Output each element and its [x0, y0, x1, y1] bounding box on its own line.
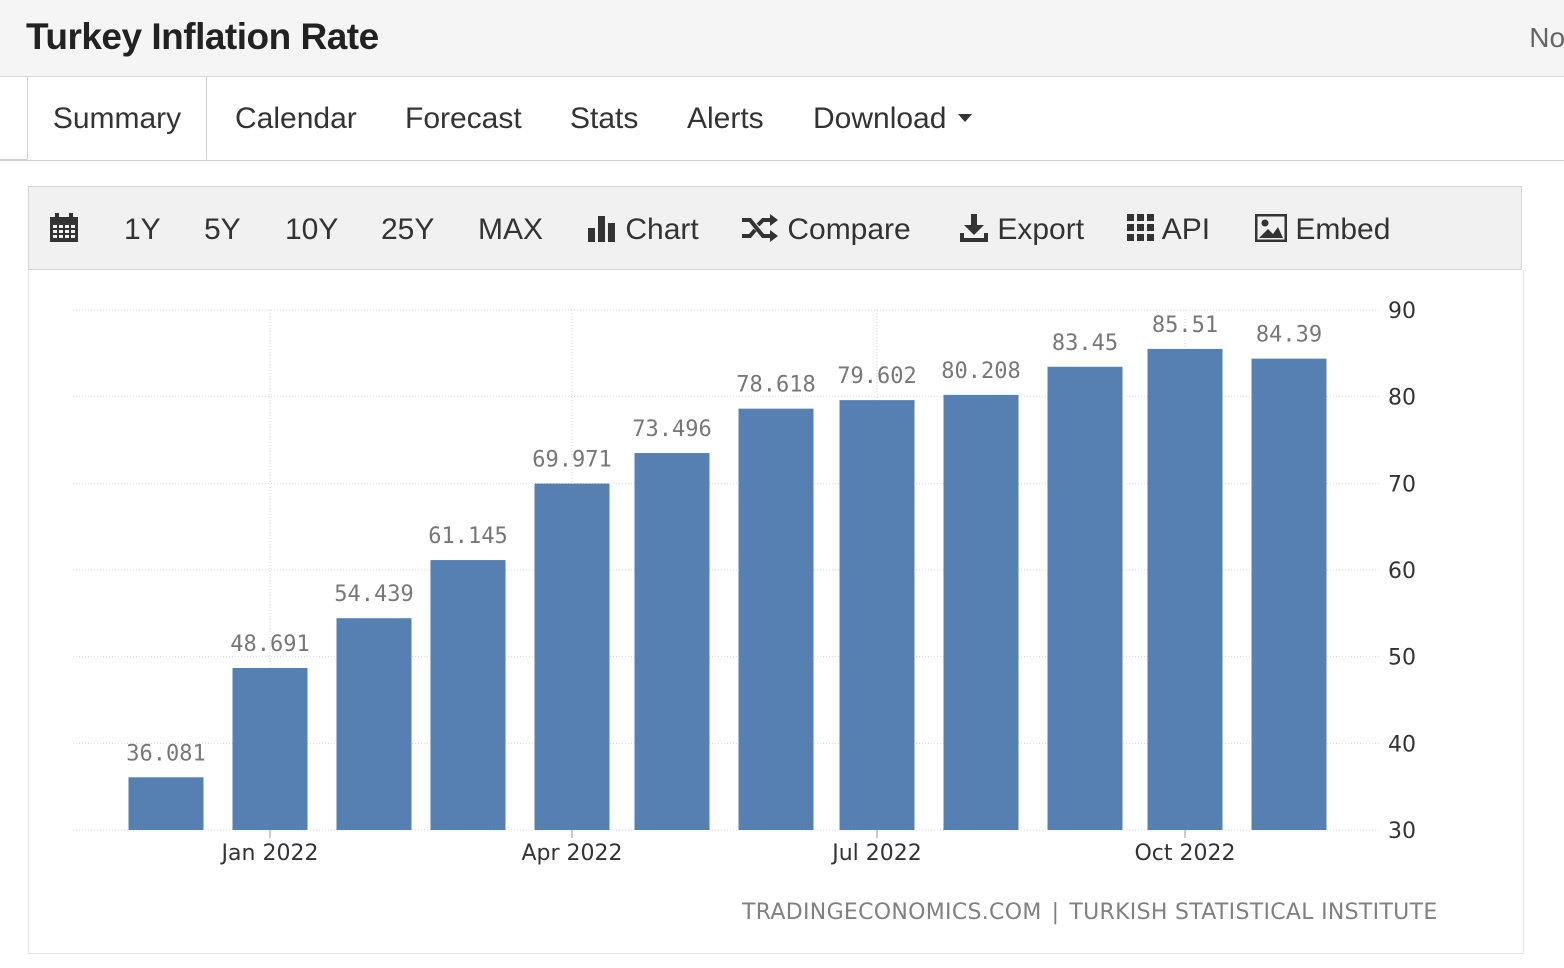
bar: [634, 453, 710, 830]
data-label: 83.45: [1052, 331, 1118, 356]
data-label: 73.496: [632, 417, 711, 442]
source-separator: |: [1051, 900, 1060, 925]
tab-forecast[interactable]: Forecast: [405, 77, 522, 159]
y-tick-label: 90: [1388, 299, 1416, 324]
source-site[interactable]: TRADINGECONOMICS.COM: [742, 900, 1042, 925]
y-tick-label: 70: [1388, 472, 1416, 497]
calendar-icon[interactable]: [49, 187, 79, 271]
y-tick-label: 60: [1388, 559, 1416, 584]
tab-calendar-label: Calendar: [235, 102, 357, 135]
tab-summary[interactable]: Summary: [27, 77, 207, 160]
compare-button-label: Compare: [787, 213, 911, 246]
bar: [232, 668, 308, 830]
chart-button-label: Chart: [625, 213, 699, 246]
bar: [534, 483, 610, 830]
data-label: 48.691: [230, 632, 309, 657]
data-label: 84.39: [1256, 323, 1322, 348]
range-1y-button[interactable]: 1Y: [124, 213, 161, 246]
bar: [1251, 358, 1327, 830]
export-button-label: Export: [997, 213, 1085, 246]
tab-download-label: Download: [813, 102, 947, 135]
x-tick-label: Apr 2022: [521, 841, 622, 866]
chart-button[interactable]: Chart: [587, 187, 699, 271]
bar: [430, 560, 506, 830]
x-tick-label: Jan 2022: [220, 841, 319, 866]
source-credit: TRADINGECONOMICS.COM | TURKISH STATISTICAL…: [742, 900, 1438, 925]
chart-toolbar: 1Y 5Y 10Y 25Y MAX Chart Compare Export: [28, 186, 1522, 270]
bar: [943, 394, 1019, 830]
y-tick-label: 30: [1388, 819, 1416, 844]
data-label: 85.51: [1152, 313, 1218, 338]
compare-button[interactable]: Compare: [741, 187, 911, 271]
data-label: 80.208: [941, 359, 1020, 384]
bar: [128, 777, 204, 830]
y-tick-label: 80: [1388, 386, 1416, 411]
tab-bar: Summary Calendar Forecast Stats Alerts D…: [0, 77, 1564, 161]
x-tick-label: Oct 2022: [1134, 841, 1235, 866]
tab-download[interactable]: Download: [813, 77, 973, 159]
bar: [1147, 348, 1223, 830]
range-25y-button[interactable]: 25Y: [381, 213, 435, 246]
caret-down-icon: [958, 114, 973, 123]
data-label: 78.618: [736, 373, 815, 398]
shuffle-icon: [742, 214, 778, 243]
data-label: 61.145: [428, 524, 507, 549]
api-button[interactable]: API: [1127, 187, 1210, 271]
bar-chart-icon: [588, 216, 615, 243]
bar: [738, 408, 814, 830]
tab-forecast-label: Forecast: [405, 102, 522, 135]
tab-stats[interactable]: Stats: [570, 77, 638, 159]
range-max-button[interactable]: MAX: [478, 213, 544, 246]
range-10y-button[interactable]: 10Y: [285, 213, 339, 246]
tab-alerts[interactable]: Alerts: [687, 77, 764, 159]
api-button-label: API: [1161, 213, 1211, 246]
y-tick-label: 50: [1388, 646, 1416, 671]
grid-icon: [1127, 214, 1154, 242]
data-label: 36.081: [126, 741, 205, 766]
download-icon: [960, 214, 988, 243]
y-tick-label: 40: [1388, 732, 1416, 757]
embed-button[interactable]: Embed: [1254, 187, 1391, 271]
image-icon: [1254, 213, 1288, 243]
data-label: 69.971: [532, 448, 611, 473]
x-tick-label: Jul 2022: [830, 841, 922, 866]
bar: [839, 400, 915, 830]
tab-bar-edge: [0, 77, 27, 160]
data-label: 54.439: [334, 582, 413, 607]
export-button[interactable]: Export: [959, 187, 1084, 271]
data-label: 79.602: [837, 364, 916, 389]
bar: [1047, 366, 1123, 830]
tab-summary-label: Summary: [52, 102, 182, 135]
source-institute[interactable]: TURKISH STATISTICAL INSTITUTE: [1069, 900, 1438, 925]
tab-calendar[interactable]: Calendar: [235, 77, 357, 159]
header-bar: Turkey Inflation Rate Nover: [0, 0, 1564, 77]
range-5y-button[interactable]: 5Y: [204, 213, 241, 246]
bar: [336, 618, 412, 830]
tab-stats-label: Stats: [570, 102, 639, 135]
embed-button-label: Embed: [1295, 213, 1391, 246]
header-date: Nover: [1529, 22, 1564, 53]
page-title: Turkey Inflation Rate: [26, 16, 379, 57]
inflation-bar-chart: 30 40 50 60 70 80 90 Jan 2022 Apr 2022 Jul 2022 Oc…: [73, 299, 1416, 866]
chart-container: 30 40 50 60 70 80 90 Jan 2022 Apr 2022 Jul 2022 Oc…: [28, 270, 1524, 954]
tab-alerts-label: Alerts: [687, 102, 764, 135]
